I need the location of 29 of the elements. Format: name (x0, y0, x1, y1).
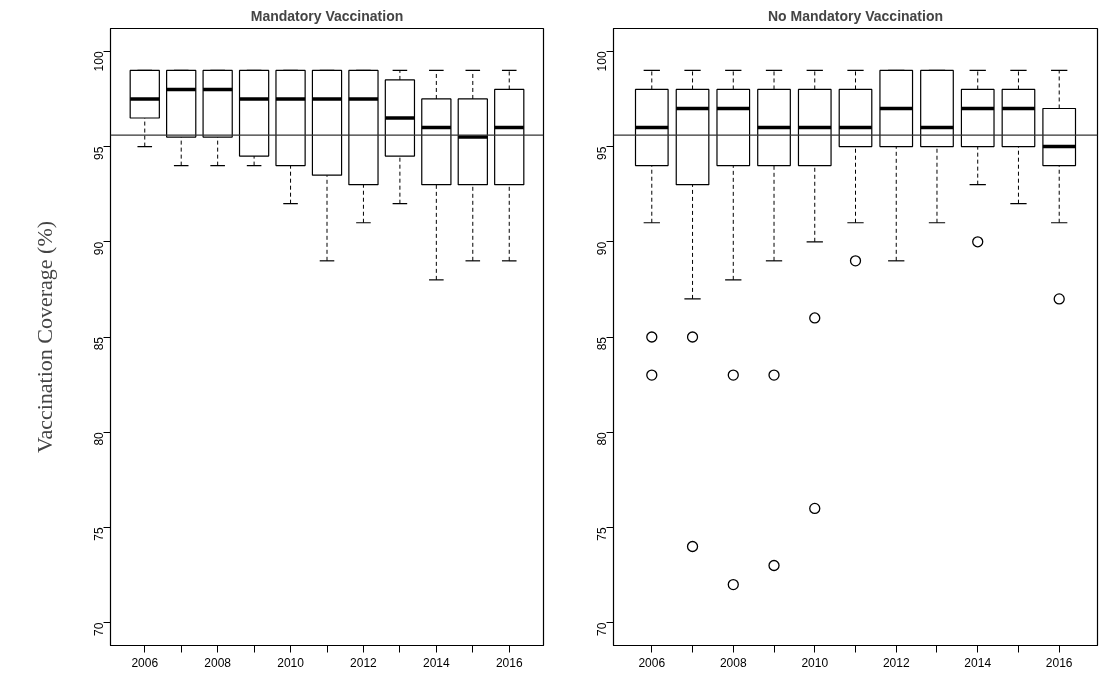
y-tick-label: 70 (595, 622, 609, 636)
x-tick-label: 2006 (638, 655, 666, 670)
y-tick-label: 90 (595, 241, 609, 256)
x-tick-label: 2010 (801, 655, 829, 670)
y-tick-label: 85 (595, 336, 609, 351)
x-tick-label: 2012 (350, 655, 378, 670)
y-tick-label: 100 (92, 51, 106, 72)
y-tick-label: 75 (595, 527, 609, 541)
x-tick-label: 2016 (495, 655, 523, 670)
y-tick-label: 80 (595, 431, 609, 446)
x-tick-label: 2014 (964, 655, 992, 670)
x-tick-label: 2008 (204, 655, 232, 670)
y-tick-label: 95 (595, 146, 609, 160)
chart-title: Mandatory Vaccination (250, 7, 404, 24)
chart-title: No Mandatory Vaccination (767, 7, 944, 24)
y-axis-title: Vaccination Coverage (%) (31, 220, 57, 454)
x-tick-label: 2006 (131, 655, 159, 670)
y-tick-label: 100 (595, 51, 609, 72)
y-tick-label: 70 (92, 622, 106, 636)
x-tick-label: 2014 (423, 655, 451, 670)
y-tick-label: 95 (92, 146, 106, 160)
x-tick-label: 2016 (1045, 655, 1073, 670)
x-tick-label: 2008 (719, 655, 747, 670)
y-tick-label: 90 (92, 241, 106, 256)
x-tick-label: 2010 (277, 655, 305, 670)
y-tick-label: 85 (92, 336, 106, 351)
y-tick-label: 80 (92, 431, 106, 446)
y-tick-label: 75 (92, 527, 106, 541)
x-tick-label: 2012 (882, 655, 910, 670)
